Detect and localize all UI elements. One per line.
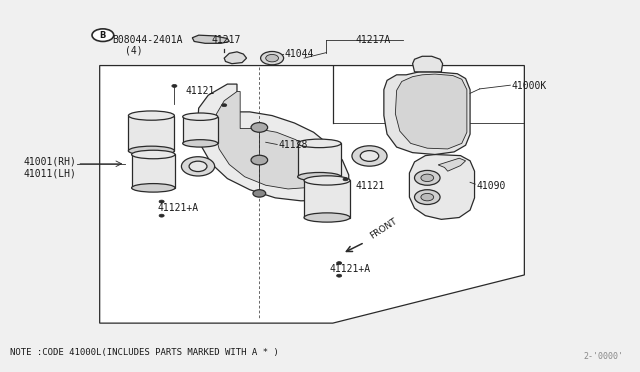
Text: 41044: 41044 [285, 49, 314, 60]
Ellipse shape [129, 146, 174, 155]
Polygon shape [192, 35, 229, 43]
Circle shape [266, 54, 278, 62]
Text: 41121: 41121 [186, 87, 215, 96]
Circle shape [415, 170, 440, 185]
Polygon shape [214, 92, 326, 189]
Text: 41090: 41090 [476, 181, 506, 191]
Ellipse shape [304, 213, 350, 222]
Text: 41011(LH): 41011(LH) [23, 168, 76, 178]
Text: 41000K: 41000K [511, 81, 547, 91]
Circle shape [92, 29, 114, 41]
Circle shape [172, 84, 177, 87]
Circle shape [159, 200, 164, 203]
Text: 41121: 41121 [355, 181, 385, 191]
Circle shape [260, 51, 284, 65]
Text: (4): (4) [125, 46, 143, 56]
Ellipse shape [182, 140, 218, 147]
Text: 2-'0000': 2-'0000' [583, 352, 623, 361]
Circle shape [251, 123, 268, 132]
Ellipse shape [304, 176, 350, 185]
Text: 41121+A: 41121+A [157, 203, 198, 213]
Circle shape [337, 274, 342, 277]
Text: NOTE :CODE 41000L(INCLUDES PARTS MARKED WITH A * ): NOTE :CODE 41000L(INCLUDES PARTS MARKED … [10, 347, 279, 356]
Bar [182, 117, 218, 143]
Circle shape [360, 151, 379, 161]
Polygon shape [438, 158, 466, 171]
Circle shape [352, 146, 387, 166]
Polygon shape [410, 154, 474, 219]
Text: B08044-2401A: B08044-2401A [113, 35, 183, 45]
Text: 41217A: 41217A [355, 35, 390, 45]
Circle shape [421, 193, 434, 201]
Circle shape [343, 178, 348, 181]
Circle shape [253, 190, 266, 197]
Polygon shape [396, 74, 467, 149]
Text: 41121+A: 41121+A [330, 264, 371, 275]
Ellipse shape [129, 111, 174, 120]
Circle shape [189, 161, 207, 171]
Text: 41217: 41217 [211, 35, 241, 45]
Circle shape [181, 157, 214, 176]
Polygon shape [384, 72, 470, 154]
Circle shape [415, 190, 440, 205]
Ellipse shape [132, 150, 175, 159]
Bar [298, 143, 341, 177]
Polygon shape [224, 52, 246, 64]
Text: B: B [100, 31, 106, 40]
Polygon shape [100, 65, 524, 323]
Text: 41128: 41128 [278, 140, 308, 150]
Ellipse shape [182, 113, 218, 121]
Circle shape [421, 174, 434, 182]
Circle shape [251, 155, 268, 165]
Polygon shape [413, 56, 443, 72]
Circle shape [159, 214, 164, 217]
Bar [129, 116, 174, 151]
Text: FRONT: FRONT [368, 217, 398, 241]
Circle shape [337, 262, 342, 264]
Bar [132, 154, 175, 188]
Bar [304, 180, 350, 218]
Ellipse shape [298, 173, 341, 181]
Polygon shape [197, 84, 349, 201]
Circle shape [221, 104, 227, 107]
Ellipse shape [298, 139, 341, 148]
Text: 41001(RH): 41001(RH) [23, 157, 76, 167]
Ellipse shape [132, 184, 175, 192]
